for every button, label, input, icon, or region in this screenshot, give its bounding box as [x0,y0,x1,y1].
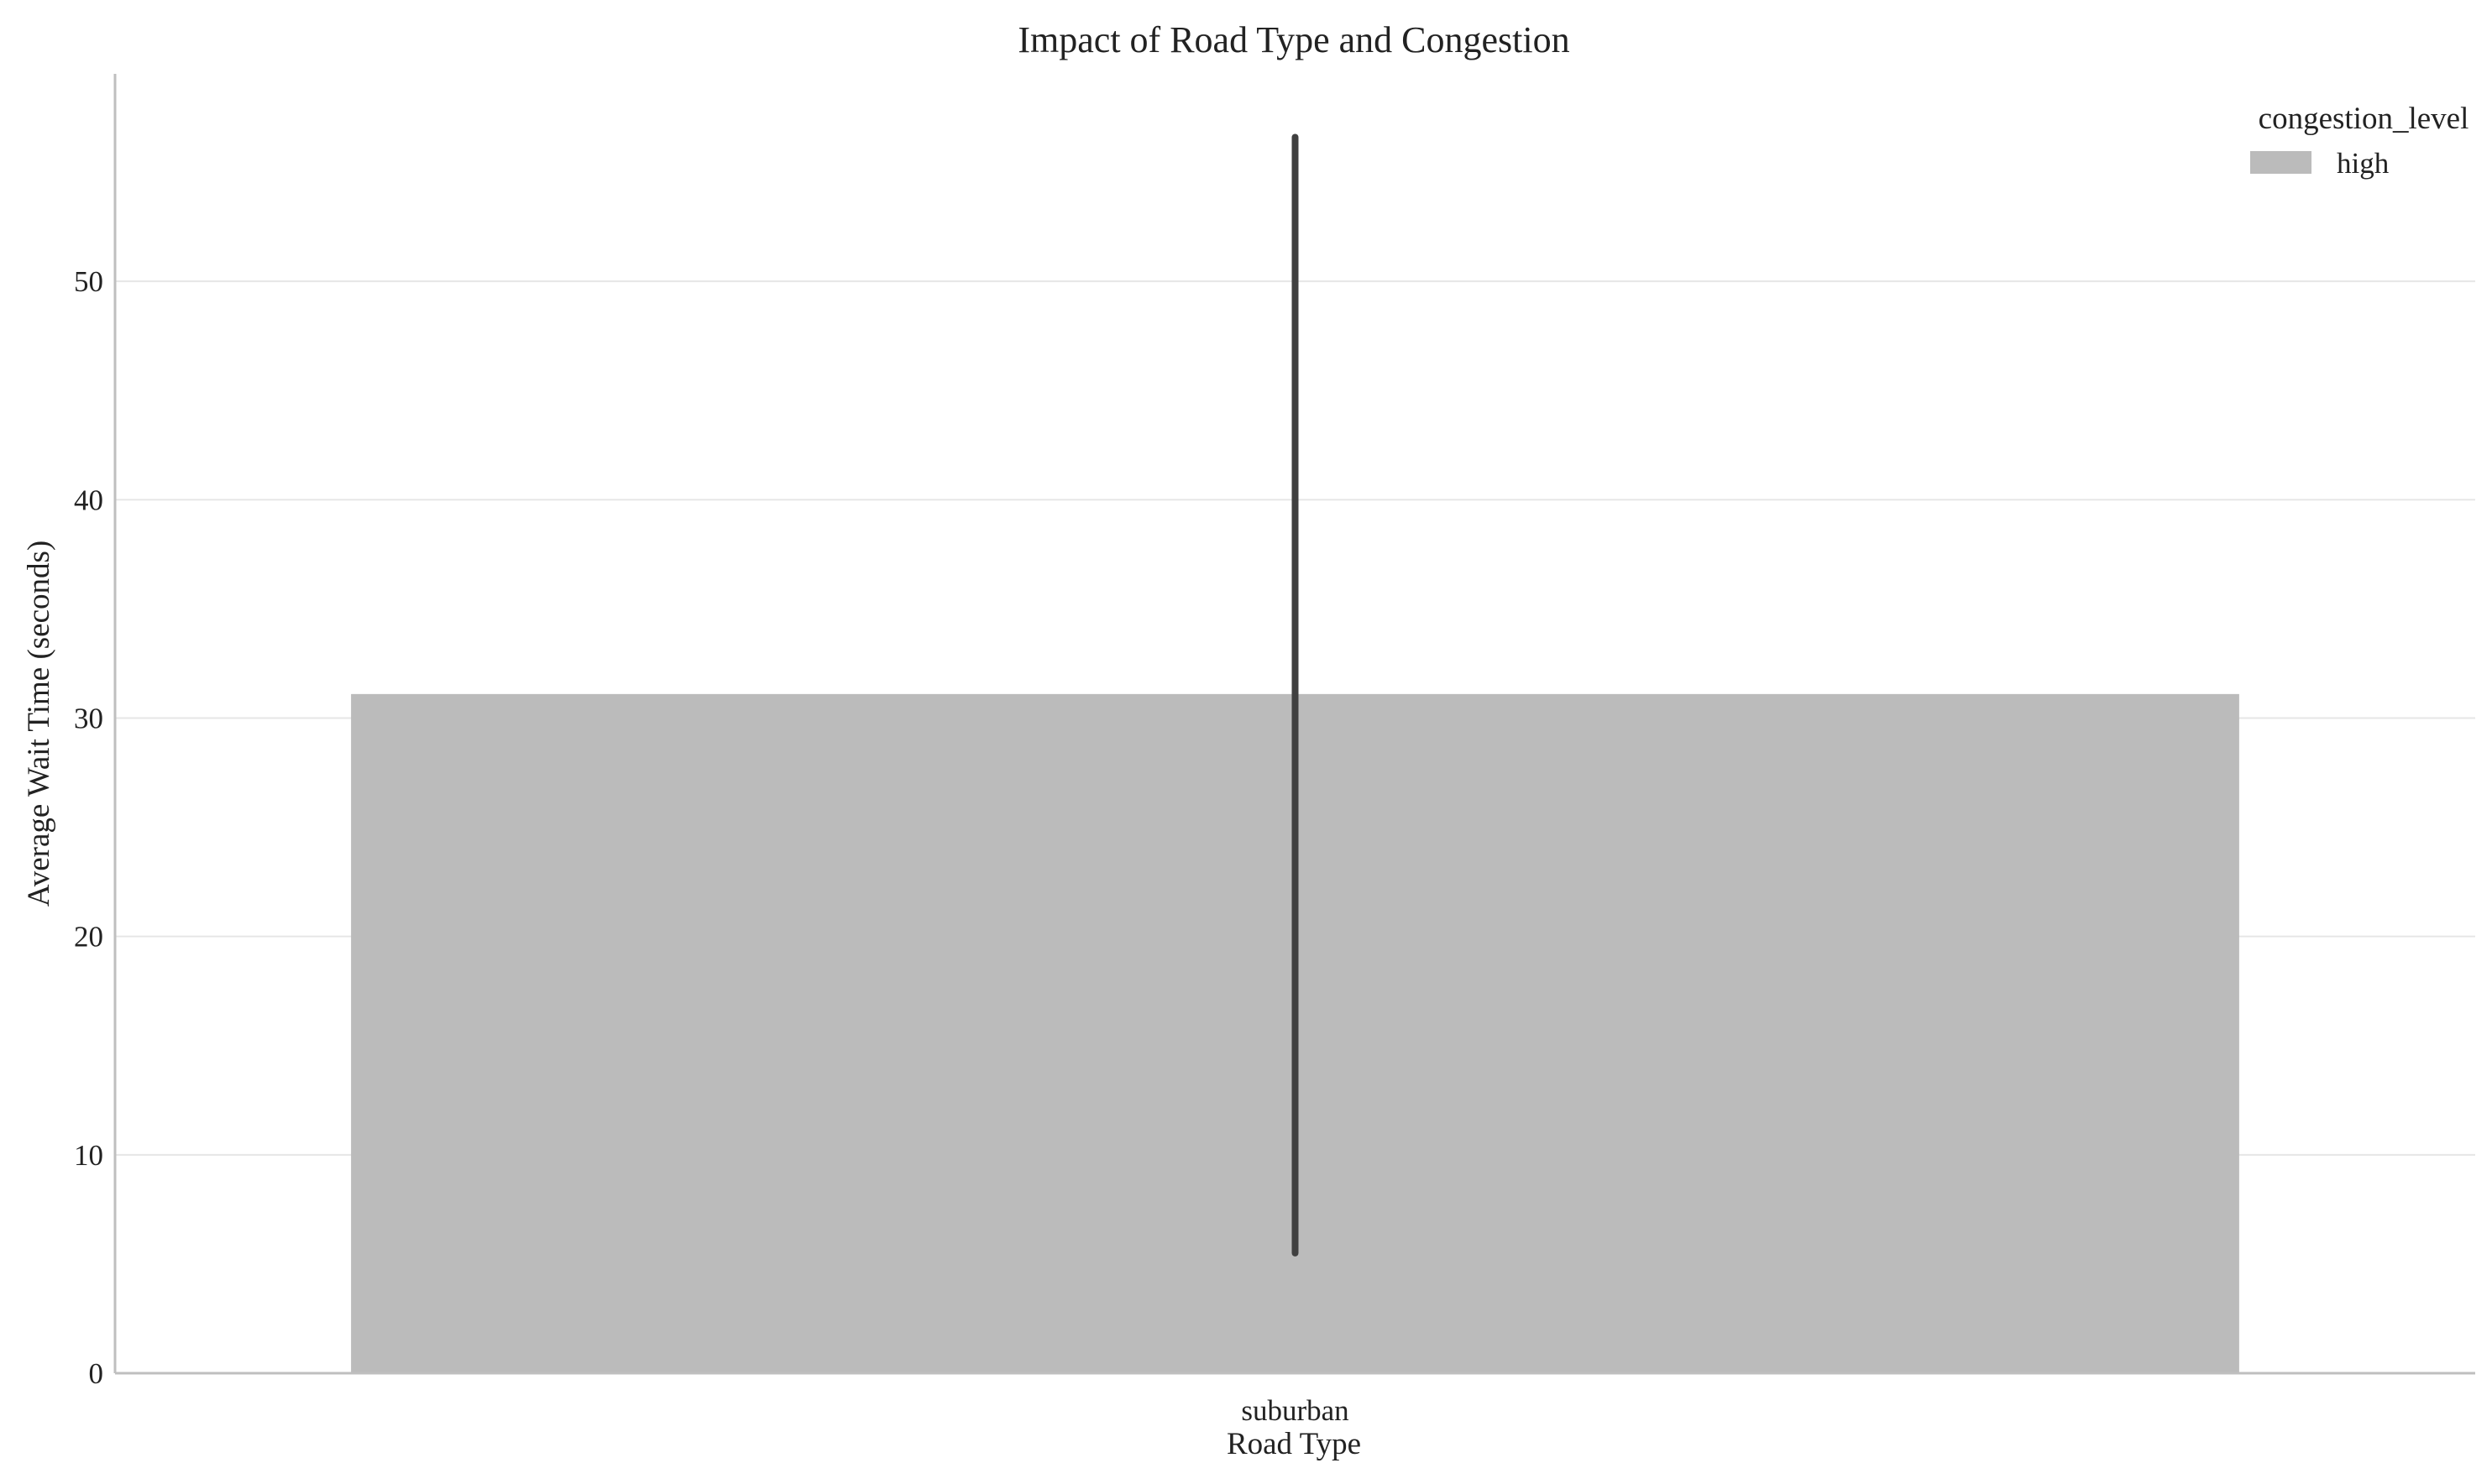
legend-swatch-high [2250,151,2311,174]
y-tick-labels: 0 10 20 30 40 50 [74,265,103,1390]
legend-title: congestion_level [2259,102,2469,136]
y-tick-label: 40 [74,483,103,516]
y-tick-label: 0 [89,1357,104,1390]
y-tick-label: 50 [74,265,103,298]
legend-label-high: high [2337,147,2390,180]
y-axis-label: Average Wait Time (seconds) [22,541,56,907]
legend: congestion_level high [2250,102,2468,180]
x-axis-label: Road Type [1227,1427,1361,1461]
x-tick-label: suburban [1241,1394,1348,1427]
chart-title: Impact of Road Type and Congestion [1018,19,1569,60]
y-tick-label: 20 [74,921,103,954]
x-tick-labels: suburban [1241,1394,1348,1427]
y-tick-label: 10 [74,1139,103,1172]
y-tick-label: 30 [74,702,103,734]
